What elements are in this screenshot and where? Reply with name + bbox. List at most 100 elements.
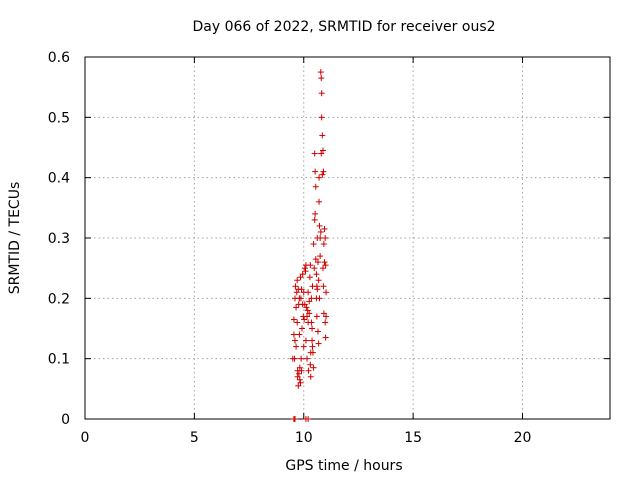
data-point	[292, 416, 298, 422]
data-point	[315, 340, 322, 347]
data-point	[307, 373, 314, 380]
data-point	[321, 259, 328, 266]
data-point	[322, 235, 329, 241]
data-point	[305, 416, 312, 422]
data-point	[294, 277, 301, 284]
data-point	[309, 349, 316, 356]
data-point	[312, 256, 319, 263]
data-point	[298, 355, 305, 362]
y-tick-label: 0.5	[48, 110, 70, 126]
data-point	[322, 334, 329, 341]
data-point	[303, 304, 310, 311]
data-point	[292, 283, 299, 290]
data-point	[309, 337, 316, 344]
data-point	[320, 241, 327, 248]
data-point	[298, 367, 305, 374]
y-tick-label: 0.1	[48, 352, 70, 368]
data-point	[299, 271, 306, 278]
data-point	[305, 289, 312, 296]
x-tick-label: 5	[190, 430, 199, 446]
data-point	[319, 171, 326, 178]
data-point	[297, 379, 304, 386]
data-point	[291, 355, 298, 362]
y-tick-label: 0	[61, 412, 70, 428]
data-point	[314, 328, 321, 335]
data-point	[302, 337, 309, 344]
y-tick-label: 0.4	[48, 171, 70, 187]
data-point	[323, 313, 330, 320]
data-point	[296, 331, 303, 338]
data-point	[309, 343, 316, 350]
data-point	[301, 316, 308, 323]
data-point	[305, 367, 312, 374]
data-point	[294, 319, 301, 326]
data-points	[289, 69, 330, 422]
data-point	[316, 174, 323, 181]
data-point	[298, 286, 305, 293]
data-point	[320, 265, 326, 272]
y-tick-label: 0.6	[48, 50, 70, 66]
data-point	[312, 183, 319, 190]
data-point	[297, 274, 304, 281]
data-point	[316, 222, 323, 229]
data-point	[314, 286, 321, 293]
data-point	[320, 168, 327, 175]
data-point	[293, 343, 300, 350]
data-point	[304, 355, 311, 362]
y-tick-label: 0.3	[48, 231, 70, 247]
data-point	[320, 147, 326, 154]
data-point	[306, 274, 313, 281]
data-point	[297, 295, 304, 302]
y-axis-label: SRMTID / TECUs	[7, 182, 23, 295]
data-point	[322, 319, 329, 326]
data-point	[311, 150, 318, 157]
data-point	[310, 364, 317, 371]
data-point	[300, 343, 307, 350]
data-point	[306, 298, 313, 305]
data-point	[290, 316, 297, 323]
x-tick-label: 15	[404, 430, 422, 446]
data-point	[293, 289, 300, 296]
data-point	[312, 210, 319, 217]
data-point	[302, 268, 309, 275]
data-point	[290, 331, 297, 338]
data-point	[317, 235, 324, 241]
data-point	[299, 325, 305, 332]
data-point	[307, 361, 314, 368]
data-point	[319, 132, 326, 139]
x-tick-label: 20	[514, 430, 532, 446]
data-point	[296, 376, 303, 383]
x-tick-label: 0	[81, 430, 90, 446]
data-point	[323, 289, 330, 296]
x-tick-label: 10	[295, 430, 313, 446]
x-axis-label: GPS time / hours	[285, 458, 402, 474]
data-point	[301, 265, 308, 272]
data-point	[311, 216, 318, 223]
y-tick-label: 0.2	[48, 291, 70, 307]
data-point	[294, 373, 301, 380]
data-point	[320, 310, 327, 317]
data-point	[308, 295, 315, 302]
data-point	[292, 337, 298, 344]
data-point	[317, 228, 324, 235]
data-point	[295, 382, 302, 389]
data-point	[295, 370, 302, 377]
data-point	[317, 253, 324, 260]
data-point	[296, 364, 303, 371]
data-point	[311, 265, 318, 272]
data-point	[318, 114, 325, 121]
grid	[84, 56, 610, 420]
data-point	[318, 90, 325, 97]
axis-ticks	[84, 56, 610, 420]
data-point	[318, 150, 325, 157]
data-point	[316, 295, 323, 302]
data-point	[317, 69, 324, 76]
data-point	[313, 271, 320, 278]
data-point	[314, 259, 321, 266]
data-point	[310, 241, 317, 248]
data-point	[313, 313, 320, 320]
data-point	[312, 168, 319, 175]
data-point	[304, 307, 311, 314]
tick-labels: 0 5 10 15 20 0 0.1 0.2 0.3 0.4 0.5 0.6	[48, 50, 532, 446]
